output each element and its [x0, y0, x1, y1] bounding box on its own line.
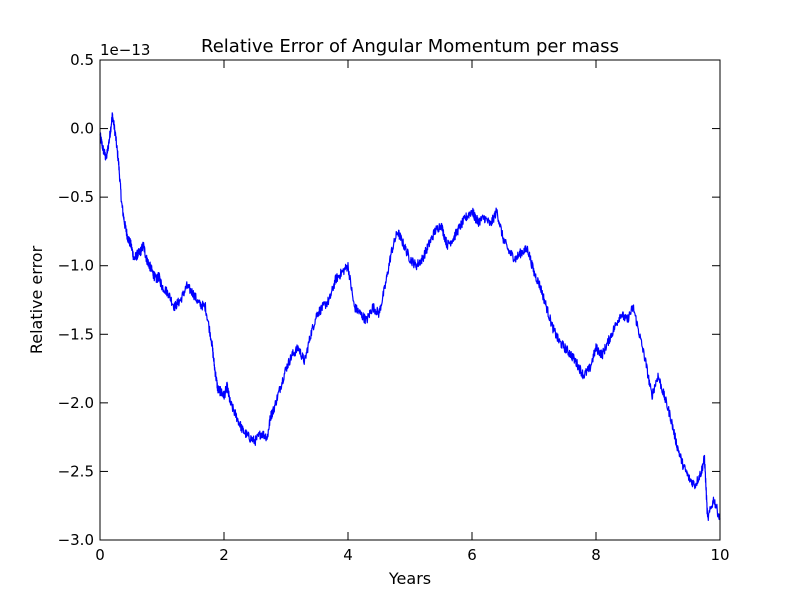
- y-tick-label: −3.0: [58, 531, 94, 549]
- y-tick-label: 0.0: [70, 120, 94, 138]
- series-line: [99, 112, 721, 522]
- x-tick-label: 10: [710, 546, 729, 564]
- x-axis-label: Years: [388, 569, 431, 588]
- plot-line-group: [99, 112, 721, 522]
- x-tick-label: 4: [343, 546, 353, 564]
- y-tick-label: −2.0: [58, 394, 94, 412]
- y-tick-label: −1.0: [58, 257, 94, 275]
- y-axis-label: Relative error: [27, 245, 46, 354]
- x-tick-label: 8: [591, 546, 601, 564]
- chart-title: Relative Error of Angular Momentum per m…: [201, 36, 619, 57]
- y-tick-label: −2.5: [58, 462, 94, 480]
- x-axis-ticks: 0 2 4 6 8 10: [95, 60, 730, 564]
- x-tick-label: 6: [467, 546, 477, 564]
- x-tick-label: 0: [95, 546, 105, 564]
- y-tick-label: 0.5: [70, 51, 94, 69]
- x-tick-label: 2: [219, 546, 229, 564]
- y-tick-label: −0.5: [58, 188, 94, 206]
- y-axis-offset-label: 1e−13: [100, 41, 150, 59]
- y-axis-ticks: 0.5 0.0 −0.5 −1.0 −1.5 −2.0 −2.5 −3.0: [58, 51, 720, 549]
- plot-frame: [99, 59, 721, 541]
- y-tick-label: −1.5: [58, 325, 94, 343]
